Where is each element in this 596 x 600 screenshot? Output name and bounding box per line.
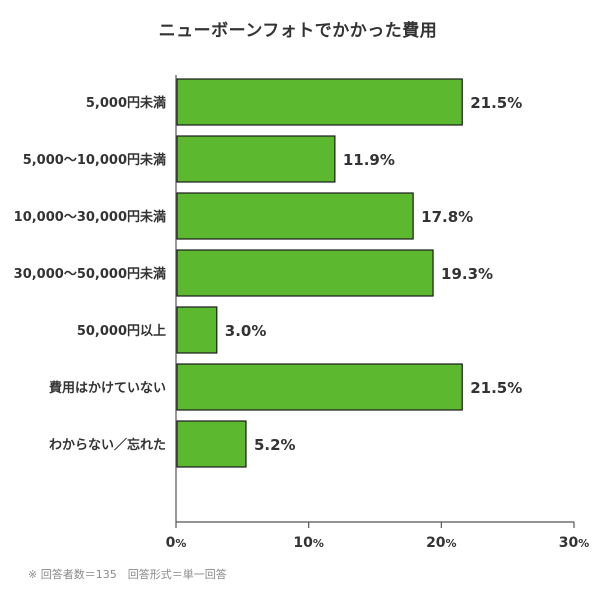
bar bbox=[176, 249, 434, 297]
labels-layer: 5,000円未満 21.5% 5,000〜10,000円未満 11.9% 10,000〜… bbox=[14, 94, 523, 454]
x-tick-label: 20% bbox=[426, 535, 457, 551]
category-label: 費用はかけていない bbox=[49, 380, 166, 396]
data-label: 19.3% bbox=[441, 265, 493, 283]
bar bbox=[176, 78, 463, 126]
bar-chart: 0% 10% 20% 30% 5,000円未満 21.5% 5,000〜10,000円未満… bbox=[14, 75, 590, 551]
data-label: 21.5% bbox=[470, 94, 522, 112]
category-label: 5,000〜10,000円未満 bbox=[23, 152, 166, 168]
category-label: わからない／忘れた bbox=[49, 437, 166, 453]
data-label: 17.8% bbox=[421, 208, 473, 226]
bar bbox=[176, 420, 247, 468]
x-tick-label: 0% bbox=[166, 535, 187, 551]
x-tick-label: 10% bbox=[293, 535, 324, 551]
data-label: 5.2% bbox=[254, 436, 296, 454]
bar bbox=[176, 192, 414, 240]
bar bbox=[176, 363, 463, 411]
bar bbox=[176, 135, 336, 183]
data-label: 21.5% bbox=[470, 379, 522, 397]
chart-title: ニューボーンフォトでかかった費用 bbox=[158, 21, 438, 41]
category-label: 10,000〜30,000円未満 bbox=[14, 209, 166, 225]
bar bbox=[176, 306, 218, 354]
data-label: 11.9% bbox=[343, 151, 395, 169]
category-label: 30,000〜50,000円未満 bbox=[14, 266, 166, 282]
axes-layer: 0% 10% 20% 30% bbox=[166, 75, 590, 551]
category-label: 5,000円未満 bbox=[86, 95, 166, 111]
data-label: 3.0% bbox=[225, 322, 267, 340]
category-label: 50,000円以上 bbox=[77, 324, 166, 339]
x-tick-label: 30% bbox=[559, 535, 590, 551]
bars-layer bbox=[176, 78, 463, 468]
footnote: ※ 回答者数＝135 回答形式＝単一回答 bbox=[28, 568, 227, 581]
